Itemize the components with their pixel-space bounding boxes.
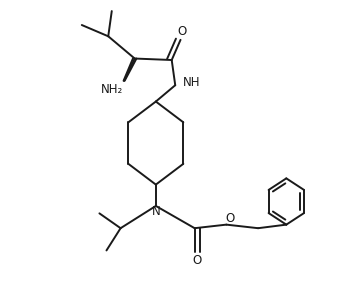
Text: NH₂: NH₂ (101, 83, 123, 96)
Text: N: N (152, 205, 160, 218)
Text: O: O (193, 254, 202, 267)
Text: O: O (225, 212, 234, 225)
Text: NH: NH (183, 76, 200, 89)
Text: O: O (178, 25, 187, 38)
